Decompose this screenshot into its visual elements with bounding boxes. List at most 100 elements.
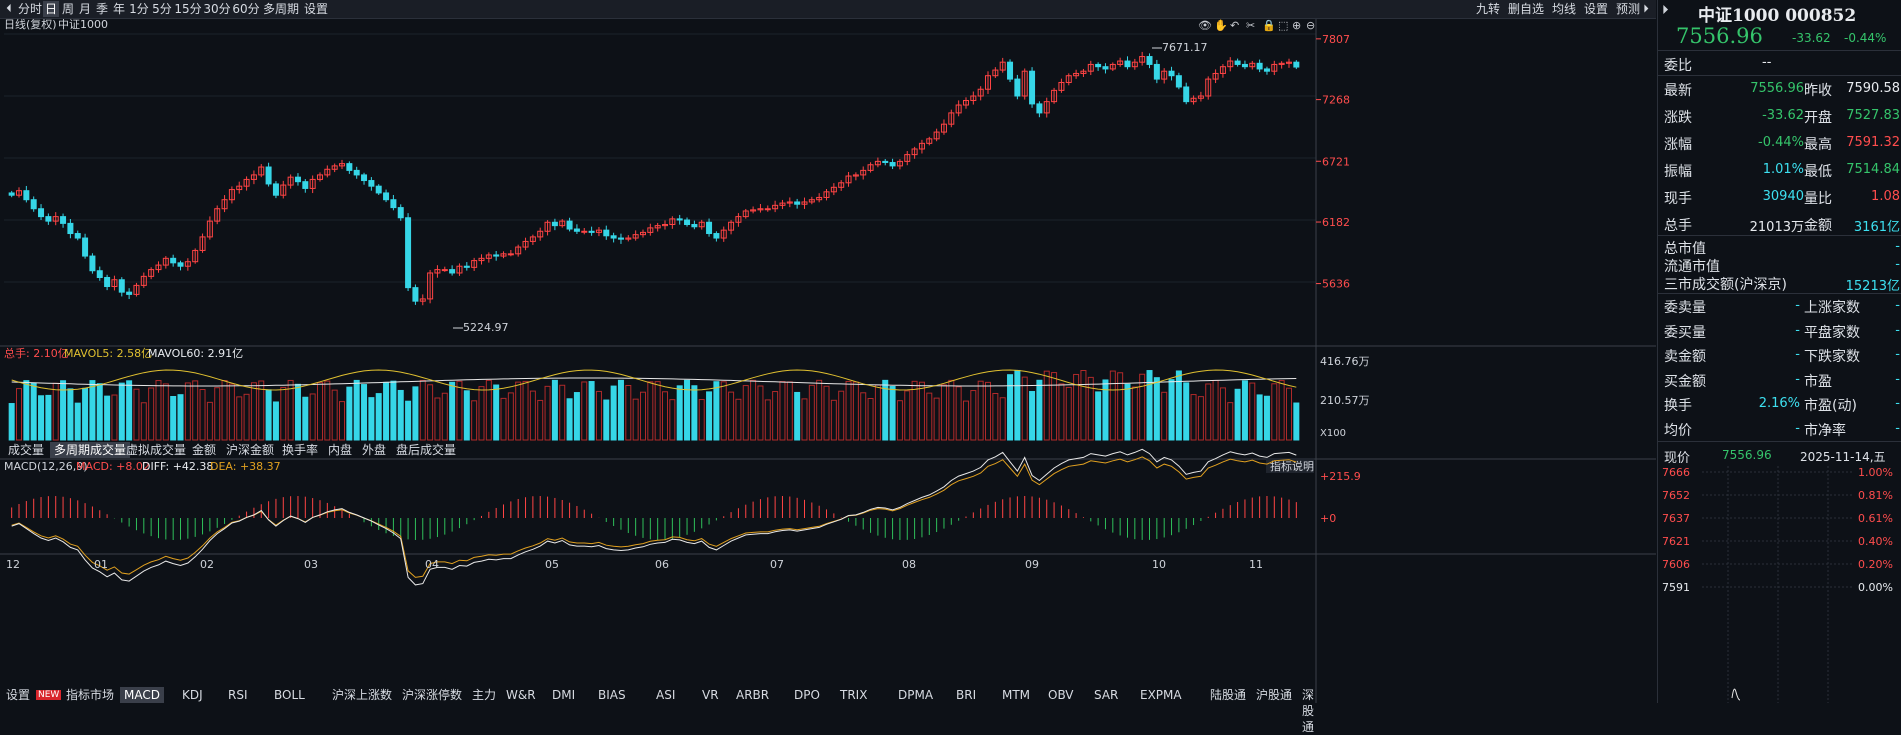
indicator-tab-23[interactable]: EXPMA (1140, 688, 1182, 702)
volume-tab-6[interactable]: 内盘 (328, 443, 353, 457)
collapse-left-icon[interactable]: ⏴ (6, 2, 12, 15)
indicator-tab-4[interactable]: KDJ (182, 688, 203, 702)
volume-bar (706, 391, 713, 441)
intraday-mini-chart[interactable]: 7666 1.00% 7652 0.81% 7637 0.61% 7621 0.40% 7606… (1658, 462, 1901, 703)
eye-icon[interactable]: 👁 (1198, 19, 1212, 32)
volume-unit: X100 (1320, 428, 1346, 439)
indicator-tab-12[interactable]: BIAS (598, 688, 626, 702)
volume-bar (52, 382, 59, 441)
right-tool-4[interactable]: 预测 (1615, 2, 1640, 16)
volume-tab-3[interactable]: 金额 (192, 443, 217, 457)
indicator-tab-2[interactable]: 指标市场 (66, 688, 115, 702)
indicator-tab-22[interactable]: SAR (1094, 688, 1119, 702)
period-tab-2[interactable]: 周 (61, 2, 74, 16)
period-tab-1[interactable]: 日 (43, 1, 59, 17)
indicator-tab-9[interactable]: 主力 (472, 688, 497, 702)
indicator-tab-8[interactable]: 沪深涨停数 (402, 688, 463, 702)
volume-bar (294, 383, 301, 441)
candle-body (1227, 60, 1234, 68)
indicator-tab-19[interactable]: BRI (956, 688, 977, 702)
scissors-icon[interactable]: ✂ (1246, 19, 1255, 32)
period-tab-3[interactable]: 月 (78, 2, 91, 16)
breadth-label: 委卖量 (1664, 300, 1706, 316)
kline-chart-area[interactable]: 日线(复权) 中证1000 👁 ✋ ↶ ✂ 🔒 ⬚ ⊕ ⊖ 7807 7268 67… (0, 17, 1656, 734)
pin-icon[interactable]: ⏵ (1662, 3, 1669, 18)
candle-body (1161, 70, 1168, 80)
weibi-value: -- (1762, 55, 1772, 70)
indicator-tab-13[interactable]: ASI (656, 688, 676, 702)
volume-bar (654, 381, 661, 441)
zoom-in-icon[interactable]: ⊕ (1292, 19, 1301, 32)
indicator-tab-16[interactable]: DPO (794, 688, 820, 702)
volume-bar (676, 385, 683, 441)
volume-bar (529, 390, 536, 441)
volume-tab-2[interactable]: 虚拟成交量 (126, 443, 187, 457)
indicator-tab-25[interactable]: 沪股通 (1256, 688, 1293, 702)
volume-bar (434, 397, 441, 441)
right-tool-1[interactable]: 删自选 (1507, 2, 1544, 16)
quote-value: 1.01% (1762, 162, 1804, 177)
lock-icon[interactable]: 🔒 (1262, 19, 1276, 32)
indicator-help-button[interactable] (1266, 458, 1314, 473)
indicator-tab-18[interactable]: DPMA (898, 688, 934, 702)
indicator-tab-17[interactable]: TRIX (840, 688, 868, 702)
indicator-tab-26[interactable]: 深股通 (1302, 688, 1315, 734)
indicator-tab-7[interactable]: 沪深上涨数 (332, 688, 393, 702)
period-tab-11[interactable]: 多周期 (262, 2, 299, 16)
indicator-tab-10[interactable]: W&R (506, 688, 536, 702)
volume-bar (104, 395, 111, 441)
right-tool-3[interactable]: 设置 (1583, 2, 1608, 16)
volume-bar (713, 381, 720, 441)
indicator-tab-3[interactable]: MACD (120, 687, 164, 703)
indicator-tab-15[interactable]: ARBR (736, 688, 770, 702)
period-tab-7[interactable]: 5分 (152, 2, 172, 16)
period-tab-5[interactable]: 年 (112, 2, 125, 16)
indicator-tab-6[interactable]: BOLL (274, 688, 305, 702)
indicator-tab-14[interactable]: VR (702, 688, 719, 702)
crop-icon[interactable]: ⬚ (1278, 19, 1288, 32)
volume-tab-1[interactable]: 多周期成交量 (50, 442, 131, 458)
candle-body (992, 69, 999, 77)
period-tab-9[interactable]: 30分 (203, 2, 231, 16)
period-tab-10[interactable]: 60分 (232, 2, 260, 16)
quote-value: 21013万 (1749, 220, 1804, 235)
breadth-label: 卖金额 (1664, 349, 1706, 365)
indicator-tab-1[interactable]: NEW (36, 690, 62, 700)
kline-chart-svg[interactable]: 日线(复权) 中证1000 👁 ✋ ↶ ✂ 🔒 ⬚ ⊕ ⊖ 7807 7268 67… (0, 17, 1656, 703)
volume-tab-4[interactable]: 沪深金额 (226, 443, 275, 457)
period-tab-6[interactable]: 1分 (129, 2, 149, 16)
period-tab-0[interactable]: 分时 (18, 2, 43, 16)
volume-bar (662, 391, 669, 441)
candle-body (728, 221, 735, 231)
candle-body (280, 184, 287, 196)
period-tab-8[interactable]: 15分 (174, 2, 202, 16)
indicator-tab-21[interactable]: OBV (1048, 688, 1074, 702)
price-tick: 6721 (1322, 155, 1350, 168)
right-tool-0[interactable]: 九转 (1475, 2, 1500, 16)
volume-bar (316, 382, 323, 441)
hand-icon[interactable]: ✋ (1214, 19, 1228, 32)
indicator-tab-11[interactable]: DMI (552, 688, 576, 702)
volume-bar (911, 380, 918, 441)
candle-body (1263, 68, 1270, 72)
history-icon[interactable]: ↶ (1230, 19, 1239, 32)
indicator-help-label: 指标说明 (1270, 459, 1314, 473)
indicator-tab-0[interactable]: 设置 (6, 688, 31, 702)
volume-bar (940, 384, 947, 441)
candle-body (962, 100, 969, 106)
indicator-tab-24[interactable]: 陆股通 (1210, 688, 1247, 702)
period-tab-12[interactable]: 设置 (303, 2, 328, 16)
breadth-value: - (1895, 396, 1900, 411)
volume-tab-5[interactable]: 换手率 (282, 443, 319, 457)
expand-right-icon[interactable]: ⏵ (1643, 2, 1649, 15)
volume-tab-7[interactable]: 外盘 (362, 443, 387, 457)
volume-tab-0[interactable]: 成交量 (8, 443, 45, 457)
zoom-out-icon[interactable]: ⊖ (1306, 19, 1315, 32)
volume-tab-8[interactable]: 盘后成交量 (396, 443, 457, 457)
right-tool-2[interactable]: 均线 (1551, 2, 1576, 16)
volume-bar (1014, 369, 1021, 441)
volume-bar (1051, 372, 1058, 441)
indicator-tab-5[interactable]: RSI (228, 688, 248, 702)
indicator-tab-20[interactable]: MTM (1002, 688, 1031, 702)
period-tab-4[interactable]: 季 (95, 2, 108, 16)
